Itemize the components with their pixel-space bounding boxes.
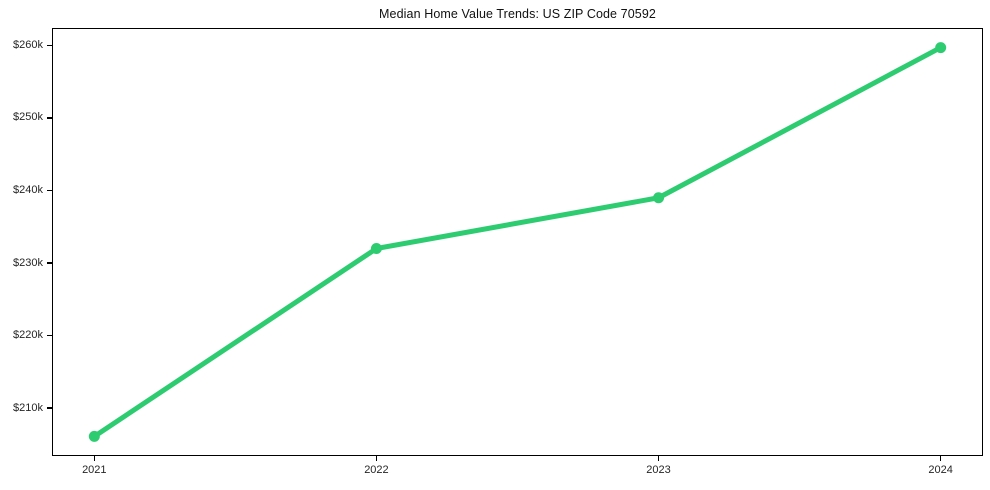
data-point-marker <box>370 242 382 254</box>
y-tick-mark <box>47 334 52 337</box>
x-tick-mark <box>939 456 942 461</box>
x-tick-mark <box>375 456 378 461</box>
y-tick-mark <box>47 262 52 264</box>
y-tick-label: $220k <box>13 329 43 342</box>
y-tick-mark <box>47 407 52 409</box>
data-point-marker <box>88 430 100 442</box>
y-tick-mark <box>47 44 52 47</box>
data-point-marker <box>934 41 946 53</box>
line-chart <box>88 41 946 442</box>
y-tick-label: $240k <box>13 183 43 196</box>
y-tick-label: $210k <box>13 401 43 414</box>
y-tick-label: $260k <box>13 38 43 51</box>
x-tick-label: 2024 <box>928 464 953 476</box>
y-tick-mark <box>47 117 52 119</box>
plot-area <box>52 28 983 456</box>
data-point-marker <box>652 191 664 203</box>
x-tick-mark <box>657 456 660 461</box>
x-tick-label: 2021 <box>82 464 107 476</box>
chart-title: Median Home Value Trends: US ZIP Code 70… <box>379 7 656 21</box>
series-line <box>91 44 943 439</box>
x-tick-label: 2023 <box>646 464 671 476</box>
y-tick-mark <box>47 189 52 192</box>
x-tick-label: 2022 <box>364 464 389 476</box>
y-tick-label: $230k <box>13 256 43 269</box>
y-tick-label: $250k <box>13 111 43 124</box>
x-tick-mark <box>93 456 96 461</box>
